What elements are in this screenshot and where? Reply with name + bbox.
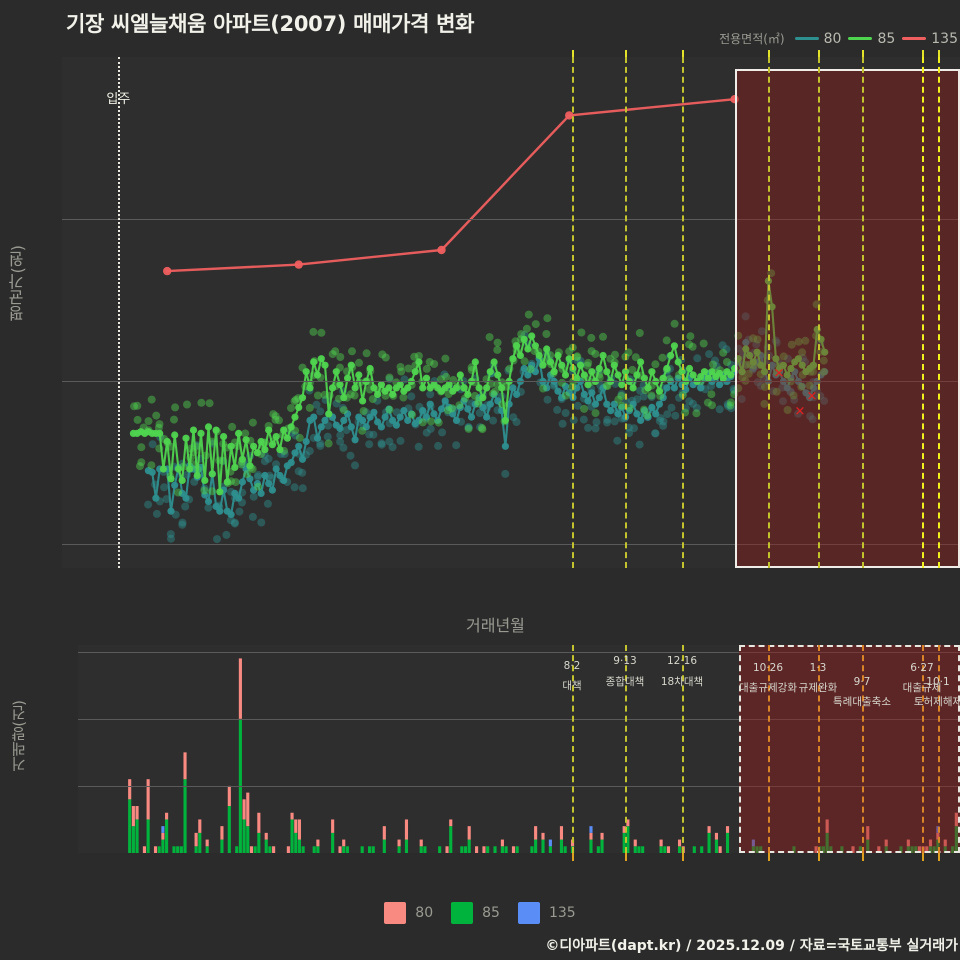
volume-policy-line <box>818 645 820 853</box>
footer-credit: ©디아파트(dapt.kr) / 2025.12.09 / 자료=국토교통부 실… <box>545 938 958 954</box>
move-in-label: 입주 <box>106 92 131 107</box>
cancelled-trade-marker: ✕ <box>794 404 806 420</box>
volume-policy-line <box>922 645 924 853</box>
legend-item-85[interactable]: 85 <box>848 31 895 47</box>
volume-legend-label-135: 135 <box>548 905 576 921</box>
volume-legend-swatch-85 <box>451 902 474 924</box>
legend-label-80: 80 <box>823 30 842 47</box>
policy-name-label: 대출규제강화 <box>739 682 797 694</box>
price-policy-tick <box>682 50 684 57</box>
policy-name-label: 18차대책 <box>660 676 704 688</box>
volume-policy-tick <box>625 853 627 861</box>
price-gridline <box>62 543 960 545</box>
policy-date-label: 1·3 <box>809 662 827 674</box>
policy-name-label: 종합대책 <box>605 676 645 688</box>
volume-policy-line <box>862 645 864 853</box>
price-policy-tick <box>938 50 940 57</box>
legend-label-135: 135 <box>931 30 958 47</box>
volume-policy-line <box>572 645 574 853</box>
price-policy-line <box>625 57 627 568</box>
volume-legend-item-80[interactable]: 80 <box>384 902 433 924</box>
policy-date-label: 8·2 <box>563 660 581 672</box>
volume-gridline <box>78 785 960 787</box>
cancelled-trade-marker: ✕ <box>773 366 785 382</box>
volume-policy-tick <box>818 853 820 861</box>
price-policy-line <box>682 57 684 568</box>
volume-legend-item-85[interactable]: 85 <box>451 902 500 924</box>
policy-date-label: 10·26 <box>752 662 784 674</box>
price-policy-tick <box>625 50 627 57</box>
move-in-line <box>118 57 121 568</box>
policy-name-label: 대출규제 <box>902 682 942 694</box>
policy-date-label: 10·1 <box>926 676 950 688</box>
volume-policy-tick <box>768 853 770 861</box>
price-policy-line <box>938 57 940 568</box>
price-policy-tick <box>818 50 820 57</box>
policy-date-label: 9·7 <box>853 676 871 688</box>
volume-policy-line <box>625 645 627 853</box>
policy-name-label: 특례대출축소 <box>833 696 891 708</box>
volume-policy-tick <box>682 853 684 861</box>
policy-date-label: 9·13 <box>613 655 637 667</box>
price-gridline <box>62 381 960 383</box>
price-chart-plot: 1억2억3억입주✕✕✕20060120080620101220130620151… <box>62 57 960 568</box>
policy-name-label: 토허제해제 <box>913 696 960 708</box>
volume-legend-label-80: 80 <box>415 905 434 921</box>
volume-policy-tick <box>862 853 864 861</box>
legend-item-135[interactable]: 135 <box>902 31 958 47</box>
volume-policy-line <box>682 645 684 853</box>
price-policy-line <box>818 57 820 568</box>
price-gridline <box>62 219 960 221</box>
volume-y-axis-title: 거래량(건) <box>10 700 28 772</box>
volume-policy-tick <box>922 853 924 861</box>
price-policy-line <box>862 57 864 568</box>
legend-swatch-85 <box>848 37 873 40</box>
price-policy-line <box>768 57 770 568</box>
volume-chart-legend: 80 85 135 <box>0 902 960 924</box>
volume-legend-swatch-135 <box>517 902 540 924</box>
legend-swatch-135 <box>902 37 927 40</box>
volume-chart-plot: 0102030200601200703200806200909201012201… <box>78 645 960 853</box>
volume-policy-tick <box>938 853 940 861</box>
price-policy-tick <box>862 50 864 57</box>
legend-item-80[interactable]: 80 <box>794 30 842 47</box>
price-policy-line <box>572 57 574 568</box>
legend-label-85: 85 <box>877 30 896 47</box>
volume-gridline <box>78 718 960 720</box>
volume-legend-item-135[interactable]: 135 <box>517 902 576 924</box>
legend-title: 전용면적(㎡) <box>719 32 785 46</box>
page-title: 기장 씨엘늘채움 아파트(2007) 매매가격 변화 <box>66 12 475 36</box>
volume-policy-line <box>938 645 940 853</box>
policy-date-label: 6·27 <box>910 662 934 674</box>
volume-legend-swatch-80 <box>384 902 407 924</box>
price-x-axis-title: 거래년월 <box>466 616 525 635</box>
cancelled-trade-marker: ✕ <box>806 389 818 405</box>
price-policy-tick <box>922 50 924 57</box>
price-policy-tick <box>768 50 770 57</box>
legend-swatch-80 <box>794 37 819 40</box>
volume-policy-line <box>768 645 770 853</box>
policy-name-label: 규제완화 <box>798 682 838 694</box>
price-chart-legend: 전용면적(㎡) 80 85 135 <box>719 30 958 47</box>
volume-policy-tick <box>572 853 574 861</box>
policy-date-label: 12·16 <box>666 655 698 667</box>
price-policy-line <box>922 57 924 568</box>
volume-gridline <box>78 651 960 653</box>
policy-name-label: 대책 <box>562 680 582 692</box>
volume-legend-label-85: 85 <box>482 905 500 921</box>
price-y-axis-title: 평균가(원) <box>8 245 27 322</box>
price-policy-tick <box>572 50 574 57</box>
volume-plot-background <box>78 645 960 853</box>
